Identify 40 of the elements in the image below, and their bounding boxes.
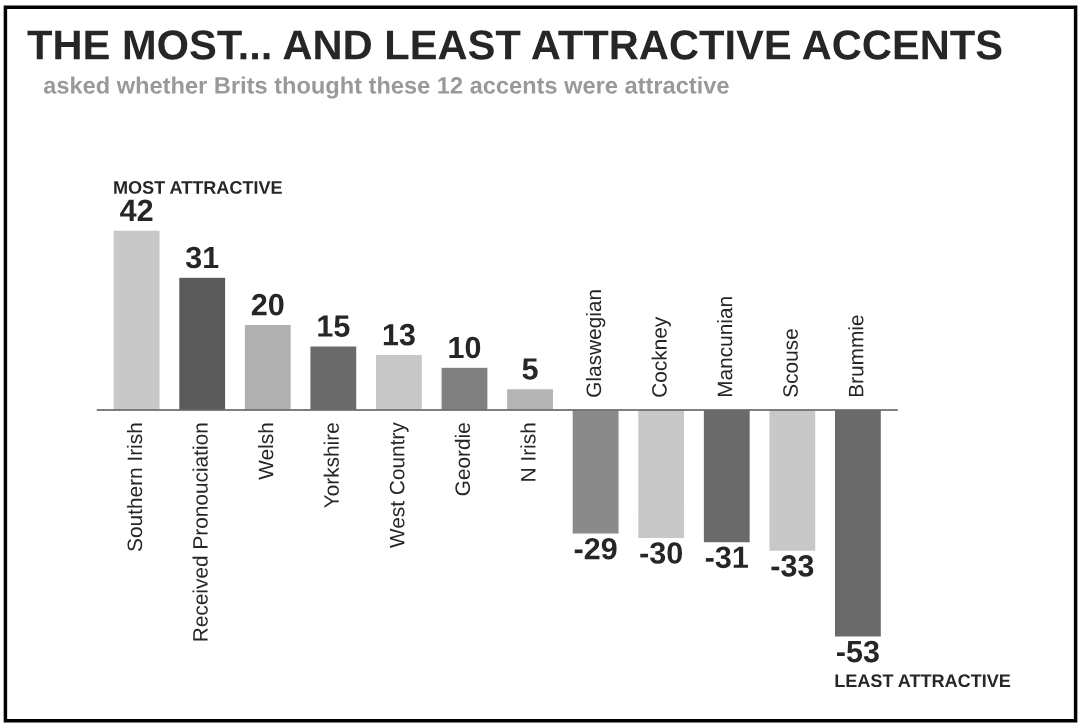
bar <box>440 366 489 411</box>
x-tick-label: N Irish <box>520 423 536 481</box>
x-tick-label: Yorkshire <box>323 423 339 508</box>
data-label: 42 <box>120 199 153 221</box>
data-label: -53 <box>837 640 879 663</box>
bar <box>636 409 686 540</box>
data-label: 5 <box>522 358 538 380</box>
annotation: MOST ATTRACTIVE <box>114 181 282 194</box>
bar <box>374 353 424 411</box>
bar <box>833 409 883 638</box>
data-label: -33 <box>771 555 814 577</box>
data-label: -30 <box>640 542 683 564</box>
data-label: -31 <box>705 546 748 569</box>
x-tick-label: Southern Irish <box>126 423 143 551</box>
data-label: 10 <box>449 336 481 359</box>
chart-title: THE MOST... AND LEAST ATTRACTIVE ACCENTS <box>27 30 1002 60</box>
x-tick-label: Welsh <box>258 423 274 480</box>
x-tick-label: Brummie <box>848 315 864 397</box>
bar <box>112 229 161 411</box>
bar <box>177 276 227 411</box>
data-label: 15 <box>318 315 350 337</box>
annotation: LEAST ATTRACTIVE <box>835 674 1011 688</box>
x-tick-label: Scouse <box>783 329 798 397</box>
data-label: 13 <box>383 323 415 346</box>
data-label: -29 <box>574 537 617 560</box>
chart-subtitle: asked whether Brits thought these 12 accents were attractive <box>43 76 729 99</box>
x-tick-label: Mancunian <box>717 297 733 397</box>
x-tick-label: Cockney <box>651 316 671 397</box>
bar <box>768 409 817 553</box>
bar <box>702 409 752 544</box>
bar <box>309 345 358 411</box>
x-tick-label: Received Pronouciation <box>192 423 208 641</box>
data-label: 20 <box>251 293 284 316</box>
bar <box>243 323 293 411</box>
x-tick-label: West Country <box>389 422 409 548</box>
x-tick-label: Geordie <box>454 423 471 496</box>
data-label: 31 <box>185 246 219 269</box>
x-tick-label: Glaswegian <box>585 290 606 397</box>
bar <box>505 387 555 411</box>
bar <box>571 409 620 536</box>
